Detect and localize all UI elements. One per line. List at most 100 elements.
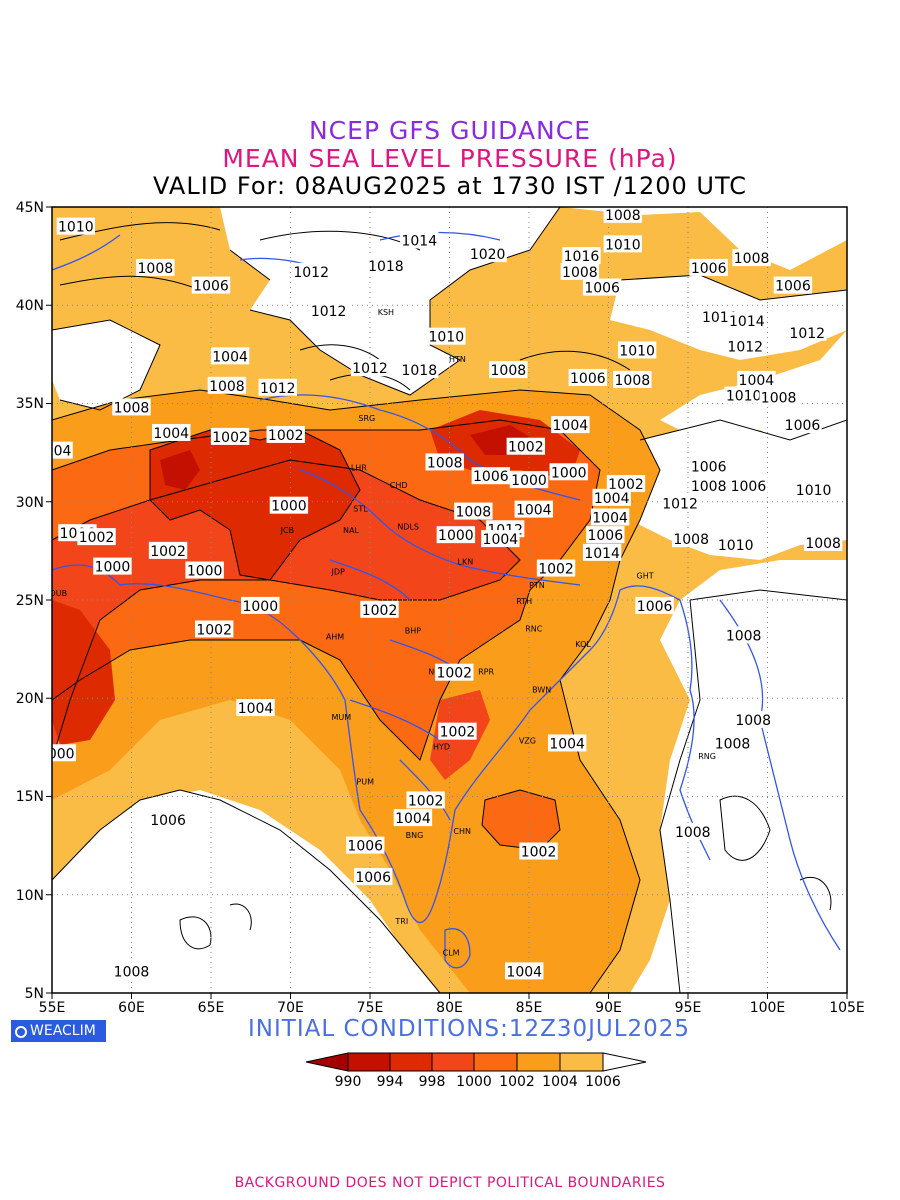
contour-label-text: 1010 xyxy=(619,343,655,359)
contour-label-bg xyxy=(191,276,231,294)
title-line-2: MEAN SEA LEVEL PRESSURE (hPa) xyxy=(222,144,678,173)
contour-label-bg xyxy=(207,376,247,394)
contour-label-bg xyxy=(400,231,439,249)
contour-label-text: 1006 xyxy=(570,371,606,387)
contour-label-bg xyxy=(509,471,549,489)
contour-label-bg xyxy=(438,722,477,740)
contour-label: 1008 xyxy=(689,477,728,495)
contour-label-bg xyxy=(194,620,234,638)
contour-label-text: 1008 xyxy=(805,536,841,552)
weaclim-logo: WEACLIM xyxy=(11,1020,106,1042)
contour-label-bg xyxy=(582,278,622,296)
city-label-stl: STL xyxy=(353,505,368,514)
city-label-hyd: HYD xyxy=(433,742,450,751)
contour-label-bg xyxy=(236,699,275,717)
contour-label-bg xyxy=(613,370,652,388)
lon-label: 65E xyxy=(198,1000,225,1016)
colorbar-level: 1004 xyxy=(542,1074,578,1090)
contour-label-bg xyxy=(603,207,643,223)
contour-label-text: 1008 xyxy=(138,261,174,277)
colorbar-level: 1006 xyxy=(585,1074,621,1090)
contour-label-text: 1008 xyxy=(605,208,641,224)
contour-label-bg xyxy=(560,262,600,280)
contour-label-bg xyxy=(551,416,590,434)
contour-label-text: 1008 xyxy=(735,713,771,729)
contour-label-text: 1004 xyxy=(506,964,542,980)
longitude-labels: 55E 60E 65E 70E 75E 80E 85E 90E 95E 100E… xyxy=(39,1000,865,1016)
contour-label: 1006 xyxy=(773,276,813,295)
city-label-ght: GHT xyxy=(637,571,654,580)
city-label-rpr: RPR xyxy=(478,668,494,677)
contour-label: 1012 xyxy=(660,494,700,513)
contour-label: 1008 xyxy=(425,453,464,471)
contour-label-bg xyxy=(716,535,755,553)
latitude-labels: 45N 40N 35N 30N 25N 20N 15N 10N 5N xyxy=(16,200,44,1002)
contour-label-bg xyxy=(724,626,763,644)
contour-label-bg xyxy=(56,217,96,235)
contour-label-bg xyxy=(436,526,476,544)
title-line-3: VALID For: 08AUG2025 at 1730 IST /1200 U… xyxy=(153,172,747,200)
contour-label-bg xyxy=(519,842,558,860)
contour-label-text: 1012 xyxy=(727,340,763,356)
contour-label: 1004 xyxy=(592,488,631,507)
contour-label-bg xyxy=(803,534,843,552)
contour-label-bg xyxy=(366,256,406,274)
contour-label-bg xyxy=(93,557,132,575)
contour-label-bg xyxy=(52,744,76,762)
contour-label-text: 1006 xyxy=(355,870,391,886)
colorbar-level: 990 xyxy=(335,1074,362,1090)
contour-label-text: 1004 xyxy=(549,736,585,752)
contour-label: 1012 xyxy=(788,323,827,342)
contour-label: 1002 xyxy=(266,425,305,444)
contour-label-text: 1020 xyxy=(470,247,506,263)
contour-label: 1002 xyxy=(536,559,576,578)
contour-label-text: 1004 xyxy=(212,349,248,365)
high-pressure-sw xyxy=(52,790,430,993)
city-label-dub: DUB xyxy=(50,589,68,598)
lat-label: 35N xyxy=(16,396,44,412)
city-label-kol: KOL xyxy=(575,640,591,649)
contour-label: 1014 xyxy=(400,231,439,249)
contour-label: 1002 xyxy=(210,427,250,446)
contour-label: 1004 xyxy=(590,508,630,526)
colorbar-swatch-1002-1004 xyxy=(516,1052,561,1072)
contour-label-bg xyxy=(713,734,752,752)
contour-label-text: 1006 xyxy=(637,599,673,615)
contour-label: 1004 xyxy=(514,500,553,519)
colorbar-swatch-994-998 xyxy=(389,1052,433,1072)
contour-label: 1000 xyxy=(549,463,588,481)
contour-label-bg xyxy=(350,359,390,377)
contour-label-bg xyxy=(406,791,445,809)
contour-label-bg xyxy=(788,323,827,341)
contour-label-bg xyxy=(562,247,601,265)
contour-label-text: 1008 xyxy=(726,628,762,644)
contour-label: 1012 xyxy=(291,262,331,281)
contour-label: 1004 xyxy=(737,370,776,389)
contour-label-bg xyxy=(210,347,250,365)
contour-label: 1014 xyxy=(727,311,767,330)
lon-label: 75E xyxy=(357,1000,384,1016)
contour-label-text: 1016 xyxy=(564,249,600,265)
contour-label: 1004 xyxy=(505,962,544,980)
contour-label: 1000 xyxy=(93,557,132,576)
contour-label: 1010 xyxy=(716,535,755,554)
lat-label: 10N xyxy=(16,888,44,904)
contour-label: 1012 xyxy=(309,302,348,320)
contour-label-bg xyxy=(112,398,151,416)
city-markers: KSH HTN SRG LHR CHD STL NDLS NAL JCB JDP LKN PTN GHT… xyxy=(50,308,716,958)
footer-note: BACKGROUND DOES NOT DEPICT POLITICAL BOU… xyxy=(234,1175,666,1191)
city-label-rng: RNG xyxy=(698,752,716,761)
contour-label: 1000 xyxy=(52,744,76,762)
lon-label: 105E xyxy=(829,1000,865,1016)
contour-label-bg xyxy=(586,526,625,544)
contour-label: 1008 xyxy=(489,361,528,379)
contour-label-bg xyxy=(185,561,224,579)
contour-label-text: 1004 xyxy=(553,418,589,434)
contour-label-text: 1006 xyxy=(587,528,623,544)
contour-label: 1010 xyxy=(427,327,466,346)
contour-label: 1002 xyxy=(148,541,188,560)
high-pressure-west xyxy=(52,320,160,410)
contour-label: 1008 xyxy=(713,734,752,752)
contour-label-text: 1010 xyxy=(796,483,832,499)
contour-label-text: 1008 xyxy=(209,379,245,395)
